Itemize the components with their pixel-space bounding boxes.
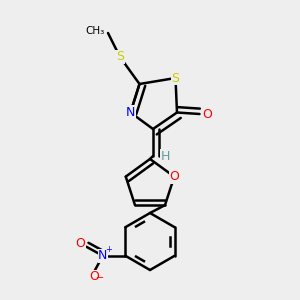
Text: S: S (172, 71, 179, 85)
Text: CH₃: CH₃ (86, 26, 105, 37)
Text: O: O (169, 170, 179, 183)
Text: O: O (89, 270, 99, 283)
Text: N: N (98, 249, 107, 262)
Text: +: + (105, 245, 112, 254)
Text: O: O (202, 107, 212, 121)
Text: −: − (96, 273, 104, 283)
Text: H: H (160, 149, 170, 163)
Text: O: O (75, 237, 85, 250)
Text: S: S (116, 50, 124, 64)
Text: N: N (126, 106, 135, 119)
